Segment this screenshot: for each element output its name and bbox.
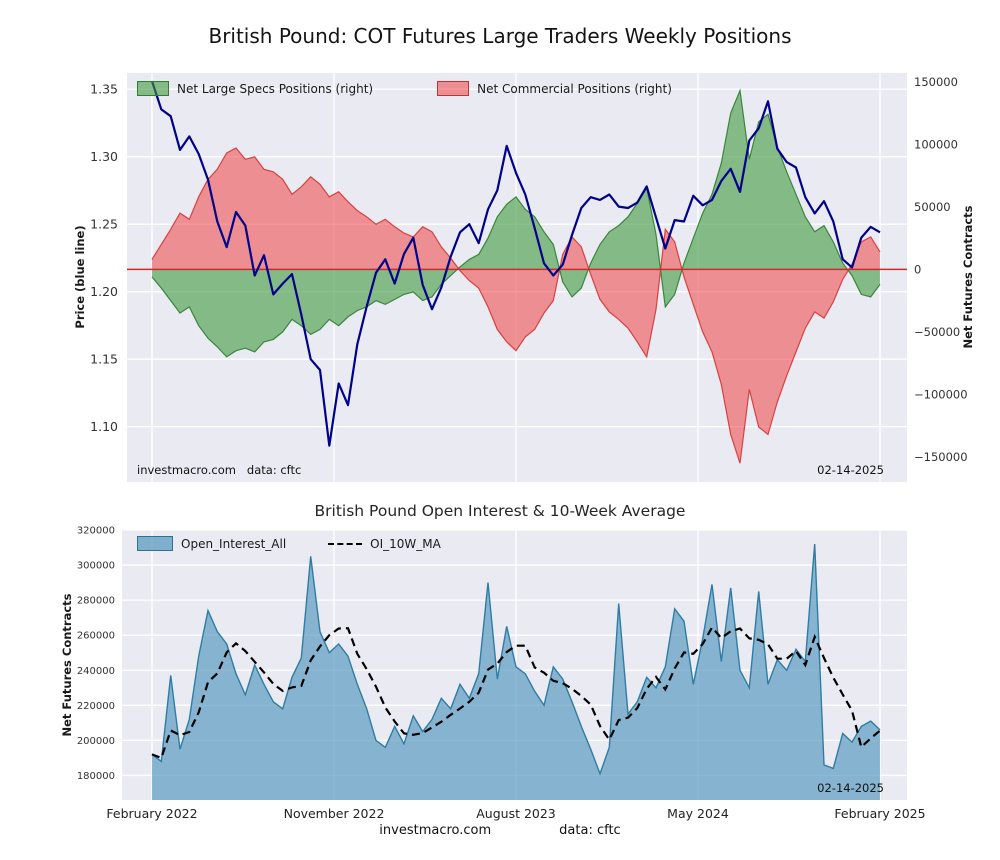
commercial-edge-line (151, 147, 881, 464)
source-annotation: investmacro.com data: cftc (137, 463, 302, 477)
tick-label: 1.35 (90, 82, 118, 97)
tick-label: 1.25 (90, 217, 118, 232)
specs-area (152, 90, 880, 357)
tick-label: 300000 (77, 561, 115, 572)
tick-label: 50000 (914, 200, 951, 214)
open-interest-area (152, 544, 880, 800)
ma-line (151, 625, 881, 760)
date-annotation-bottom: 02-14-2025 (817, 781, 884, 795)
tick-label: −50000 (914, 325, 960, 339)
date-annotation-top: 02-14-2025 (817, 463, 884, 477)
tick-label: 100000 (914, 137, 958, 151)
open-interest-edge-line (151, 543, 881, 776)
tick-label: 1.30 (90, 149, 118, 164)
legend-label-commercials: Net Commercial Positions (right) (477, 81, 672, 96)
legend-item-open-interest: Open_Interest_All (137, 536, 286, 551)
specs-swatch-icon (137, 81, 169, 96)
tick-label: 260000 (77, 631, 115, 642)
tick-label: 280000 (77, 596, 115, 607)
legend-label-open-interest: Open_Interest_All (181, 536, 287, 551)
specs-edge-line (151, 88, 881, 358)
tick-label: May 2024 (667, 806, 729, 821)
tick-label: 0 (914, 262, 921, 276)
net-contracts-bottom-axis-label: Net Futures Contracts (60, 593, 74, 737)
open-interest-swatch-icon (137, 536, 173, 551)
tick-label: −100000 (914, 387, 968, 401)
tick-label: 320000 (77, 526, 115, 537)
tick-label: November 2022 (284, 806, 385, 821)
top-chart-legend: Net Large Specs Positions (right) Net Co… (137, 81, 672, 96)
legend-item-ma: OI_10W_MA (328, 537, 441, 551)
footer-data-note: data: cftc (559, 823, 621, 838)
tick-label: February 2025 (834, 806, 925, 821)
dashed-line-sample-icon (328, 542, 363, 545)
price-axis-label: Price (blue line) (73, 225, 87, 329)
tick-label: 1.15 (90, 352, 118, 367)
tick-label: 150000 (914, 75, 958, 89)
price-line (150, 80, 881, 447)
tick-label: 180000 (77, 771, 115, 782)
tick-label: 200000 (77, 736, 115, 747)
top-chart-title: British Pound: COT Futures Large Traders… (208, 24, 792, 48)
tick-label: 240000 (77, 666, 115, 677)
tick-label: August 2023 (476, 806, 556, 821)
tick-label: 1.10 (90, 419, 118, 434)
tick-label: 1.20 (90, 284, 118, 299)
footer: investmacro.com data: cftc (0, 823, 1000, 838)
legend-item-specs: Net Large Specs Positions (right) (137, 81, 373, 96)
footer-source: investmacro.com (379, 823, 492, 838)
commercial-area (152, 148, 880, 464)
tick-label: 220000 (77, 701, 115, 712)
bottom-chart-legend: Open_Interest_All OI_10W_MA (137, 536, 441, 551)
legend-label-ma: OI_10W_MA (370, 536, 441, 551)
net-contracts-right-axis-label: Net Futures Contracts (961, 205, 975, 349)
commercials-swatch-icon (437, 81, 470, 96)
tick-label: February 2022 (106, 806, 197, 821)
legend-label-specs: Net Large Specs Positions (right) (177, 81, 374, 96)
bottom-chart-title: British Pound Open Interest & 10-Week Av… (314, 502, 686, 520)
legend-item-commercials: Net Commercial Positions (right) (437, 81, 672, 96)
tick-label: −150000 (914, 450, 968, 464)
